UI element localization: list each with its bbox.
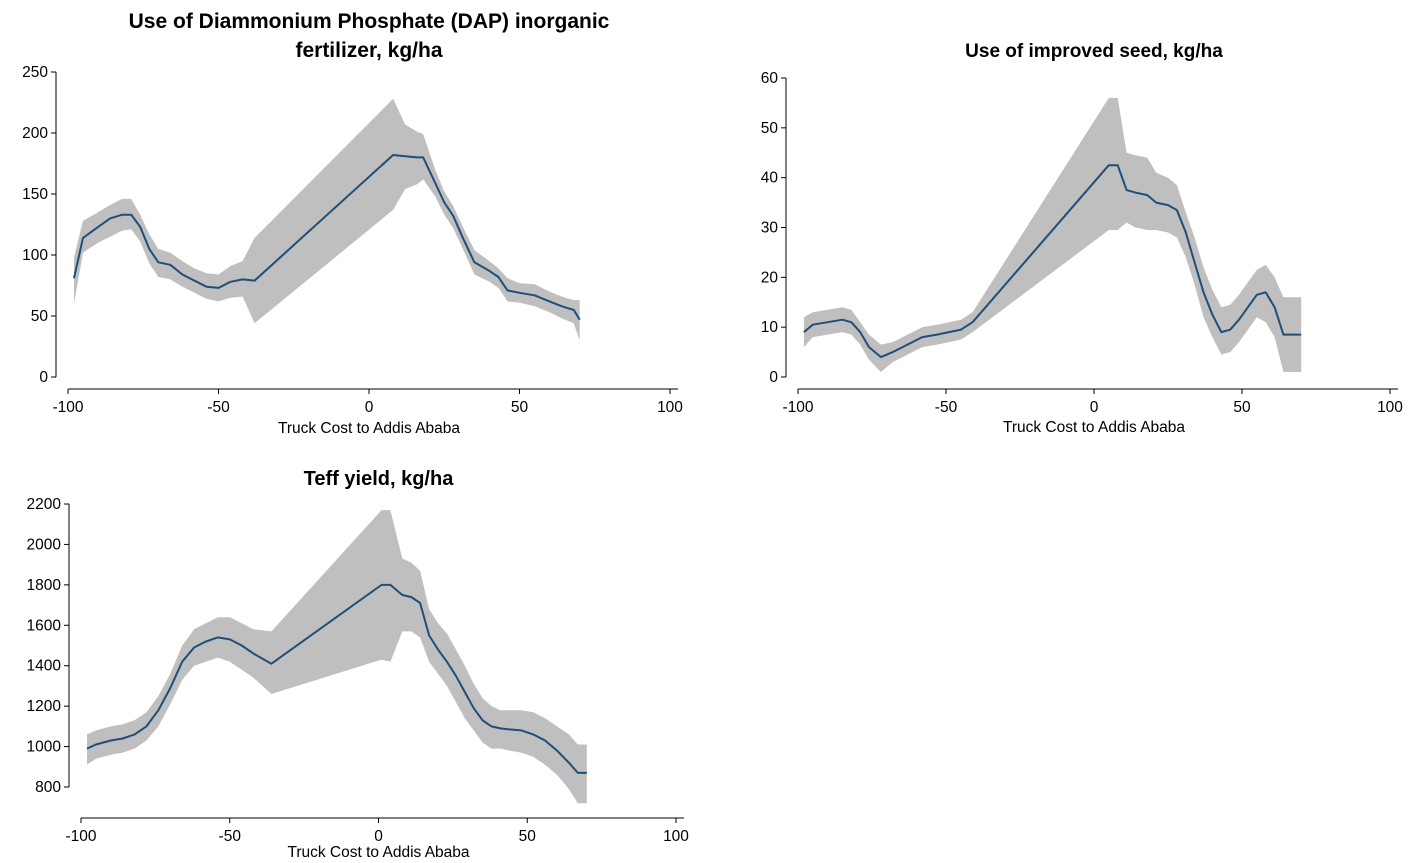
- x-tick-label: -50: [219, 828, 242, 845]
- x-tick-label: -100: [782, 399, 813, 416]
- chart-title-line: Use of improved seed, kg/ha: [965, 41, 1223, 62]
- y-tick-label: 0: [769, 369, 778, 386]
- y-tick-label: 800: [35, 779, 61, 796]
- y-tick-label: 2200: [27, 496, 62, 513]
- chart-title-line: fertilizer, kg/ha: [295, 39, 442, 62]
- x-axis-title: Truck Cost to Addis Ababa: [1003, 419, 1185, 436]
- x-tick-label: 100: [657, 399, 683, 416]
- y-tick-label: 150: [22, 186, 48, 203]
- x-axis-title: Truck Cost to Addis Ababa: [278, 420, 460, 437]
- y-tick-label: 200: [22, 125, 48, 142]
- x-tick-label: 50: [519, 828, 537, 845]
- series-line: [86, 583, 587, 774]
- y-tick-label: 250: [22, 64, 48, 81]
- x-tick-label: 0: [374, 828, 383, 845]
- confidence-band: [803, 97, 1302, 373]
- confidence-band: [87, 510, 587, 804]
- x-tick-label: 100: [663, 828, 689, 845]
- y-tick-label: 20: [761, 269, 779, 286]
- y-tick-label: 1600: [27, 617, 62, 634]
- y-tick-label: 1000: [27, 739, 62, 756]
- series-line: [73, 154, 581, 321]
- x-tick-label: -100: [65, 828, 96, 845]
- y-tick-label: 1200: [27, 698, 62, 715]
- x-tick-label: 0: [365, 399, 374, 416]
- x-tick-label: -50: [207, 399, 230, 416]
- y-tick-label: 40: [761, 170, 779, 187]
- y-tick-label: 30: [761, 220, 779, 237]
- improved-seed-panel: Use of improved seed, kg/ha 0 10 20 30 40 50 60…: [761, 41, 1404, 436]
- dap-fertilizer-panel: Use of Diammonium Phosphate (DAP) inorga…: [22, 10, 683, 437]
- y-tick-label: 0: [39, 369, 48, 386]
- chart-title-line: Teff yield, kg/ha: [304, 468, 455, 490]
- teff-yield-panel: Teff yield, kg/ha80010001200140016001800…: [27, 468, 690, 861]
- y-tick-label: 1800: [27, 577, 62, 594]
- confidence-band: [74, 98, 580, 341]
- x-tick-label: -100: [52, 399, 83, 416]
- y-tick-label: 100: [22, 247, 48, 264]
- y-tick-label: 50: [761, 120, 779, 137]
- x-tick-label: 50: [511, 399, 529, 416]
- x-tick-label: 100: [1377, 399, 1403, 416]
- x-tick-label: -50: [935, 399, 958, 416]
- y-tick-label: 1400: [27, 658, 62, 675]
- chart-title-line: Use of Diammonium Phosphate (DAP) inorga…: [129, 10, 610, 33]
- y-tick-label: 50: [31, 308, 49, 325]
- x-axis-title: Truck Cost to Addis Ababa: [287, 844, 469, 861]
- x-tick-label: 0: [1090, 399, 1099, 416]
- y-tick-label: 60: [761, 70, 779, 87]
- y-tick-label: 2000: [27, 536, 62, 553]
- series-line: [803, 164, 1302, 359]
- x-tick-label: 50: [1233, 399, 1251, 416]
- y-tick-label: 10: [761, 319, 779, 336]
